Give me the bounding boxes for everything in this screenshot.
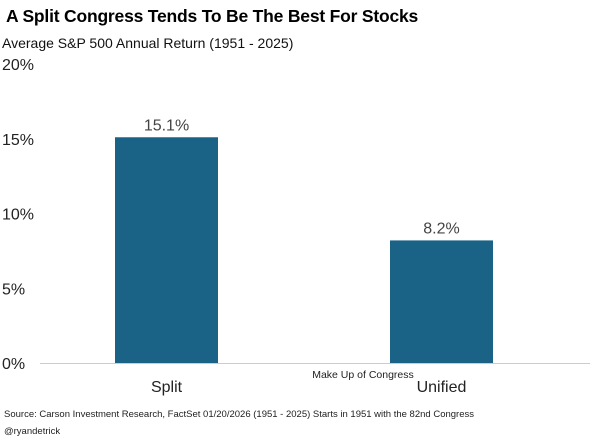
chart-subtitle: Average S&P 500 Annual Return (1951 - 20… (2, 35, 294, 51)
y-tick-label: 0% (2, 356, 25, 373)
category-label-unified: Unified (417, 379, 467, 396)
bar-split (115, 137, 218, 363)
y-tick-label: 15% (2, 132, 34, 149)
author-handle: @ryandetrick (4, 426, 61, 437)
x-axis-label: Make Up of Congress (312, 369, 414, 381)
chart-title: A Split Congress Tends To Be The Best Fo… (6, 6, 419, 26)
y-tick-label: 5% (2, 281, 25, 298)
y-tick-label: 10% (2, 207, 34, 224)
source-note: Source: Carson Investment Research, Fact… (4, 409, 474, 420)
y-tick-label: 20% (2, 57, 34, 74)
category-label-split: Split (151, 379, 183, 396)
data-label-split: 15.1% (144, 117, 189, 134)
bar-unified (390, 240, 493, 363)
bar-chart: 0% 5% 10% 15% 20% 15.1% Split 8.2% Unified Make… (2, 57, 590, 396)
data-label-unified: 8.2% (423, 220, 459, 237)
